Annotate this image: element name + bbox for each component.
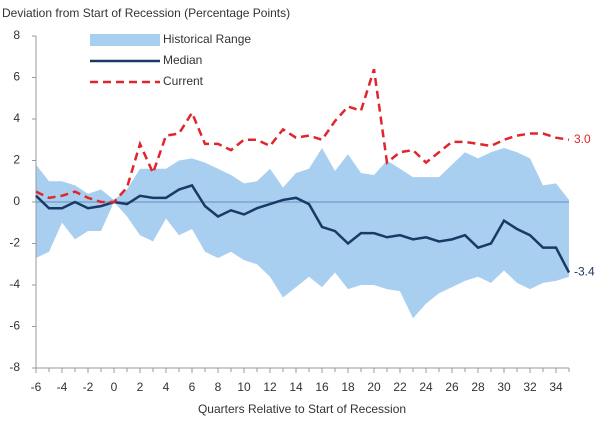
legend-swatch	[90, 34, 160, 46]
x-tick-label: 30	[497, 380, 511, 394]
x-tick-label: 6	[189, 380, 196, 394]
x-tick-label: 14	[289, 380, 303, 394]
x-tick-label: 4	[163, 380, 170, 394]
x-tick-label: 32	[523, 380, 537, 394]
x-tick-label: 24	[419, 380, 433, 394]
legend-label: Historical Range	[163, 32, 251, 46]
x-tick-label: 8	[215, 380, 222, 394]
line-dashed	[35, 68, 570, 204]
x-tick-label: 0	[111, 380, 118, 394]
legend-label: Current	[163, 74, 204, 88]
x-tick-label: 2	[137, 380, 144, 394]
x-axis-label: Quarters Relative to Start of Recession	[198, 402, 406, 416]
x-tick-label: 10	[237, 380, 251, 394]
y-tick-label: -2	[9, 236, 20, 250]
x-tick-label: -4	[57, 380, 68, 394]
x-tick-label: -2	[83, 380, 94, 394]
x-tick-label: 20	[367, 380, 381, 394]
x-tick-label: 34	[549, 380, 563, 394]
x-tick-label: 12	[263, 380, 277, 394]
chart-title: Deviation from Start of Recession (Perce…	[2, 6, 290, 20]
x-tick-label: 16	[315, 380, 329, 394]
y-tick-label: 4	[13, 111, 20, 125]
x-tick-label: 22	[393, 380, 407, 394]
end-label: -3.4	[574, 265, 595, 279]
y-tick-label: -6	[9, 319, 20, 333]
y-tick-label: 0	[13, 194, 20, 208]
y-tick-label: -8	[9, 360, 20, 374]
y-tick-label: -4	[9, 277, 20, 291]
legend-label: Median	[163, 53, 202, 67]
y-tick-label: 8	[13, 28, 20, 42]
x-tick-label: 26	[445, 380, 459, 394]
x-tick-label: 18	[341, 380, 355, 394]
range-band	[36, 148, 569, 319]
x-tick-label: -6	[31, 380, 42, 394]
x-tick-label: 28	[471, 380, 485, 394]
line-solid	[35, 183, 571, 274]
y-tick-label: 6	[13, 70, 20, 84]
end-label: 3.0	[574, 132, 591, 146]
y-tick-label: 2	[13, 153, 20, 167]
